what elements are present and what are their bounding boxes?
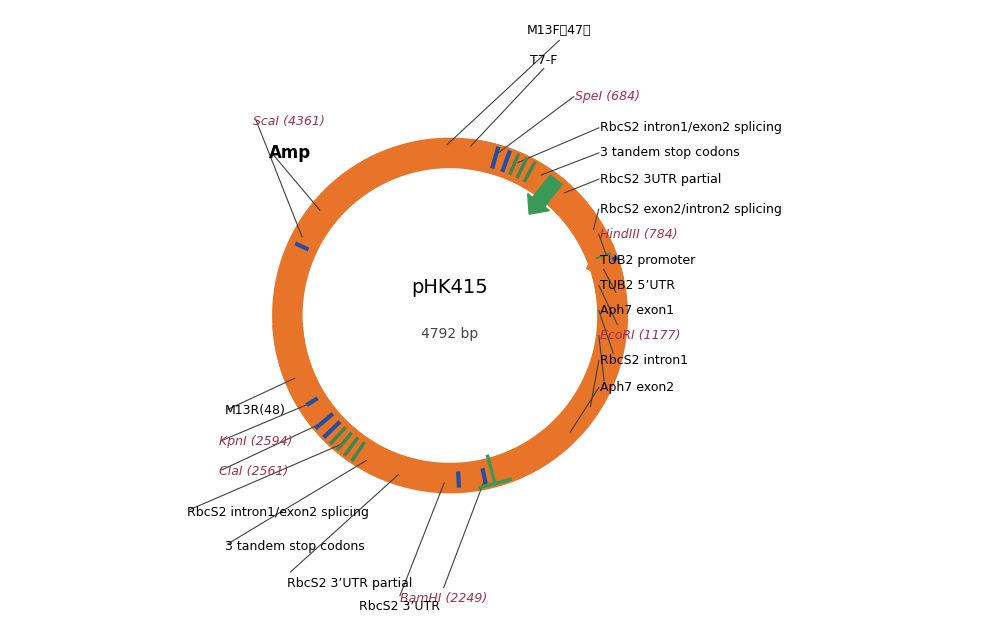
Text: Aph7 exon1: Aph7 exon1 (600, 304, 674, 317)
Text: TUB2 5’UTR: TUB2 5’UTR (600, 279, 675, 292)
Text: M13R(48): M13R(48) (225, 404, 286, 417)
Text: 3 tandem stop codons: 3 tandem stop codons (225, 540, 365, 553)
Text: M13F（47）: M13F（47） (527, 24, 592, 37)
Text: ScaI (4361): ScaI (4361) (253, 115, 325, 128)
Text: SpeI (684): SpeI (684) (575, 90, 640, 103)
Text: KpnI (2594): KpnI (2594) (219, 435, 292, 449)
Text: RbcS2 3’UTR partial: RbcS2 3’UTR partial (287, 577, 413, 590)
Text: RbcS2 3UTR partial: RbcS2 3UTR partial (600, 173, 721, 186)
Text: Aph7 exon2: Aph7 exon2 (600, 381, 674, 394)
Polygon shape (587, 255, 613, 274)
Text: HindIII (784): HindIII (784) (600, 228, 678, 240)
Text: Amp: Amp (269, 144, 311, 162)
Text: pHK415: pHK415 (412, 278, 488, 297)
Text: BamHI (2249): BamHI (2249) (400, 592, 487, 605)
Text: EcoRI (1177): EcoRI (1177) (600, 329, 681, 342)
Text: ClaI (2561): ClaI (2561) (219, 465, 288, 478)
Text: RbcS2 exon2/intron2 splicing: RbcS2 exon2/intron2 splicing (600, 203, 782, 216)
Polygon shape (528, 175, 562, 214)
Text: RbcS2 intron1/exon2 splicing: RbcS2 intron1/exon2 splicing (187, 506, 369, 519)
Text: RbcS2 intron1/exon2 splicing: RbcS2 intron1/exon2 splicing (600, 121, 782, 134)
Text: RbcS2 intron1: RbcS2 intron1 (600, 354, 688, 367)
Text: TUB2 promoter: TUB2 promoter (600, 254, 695, 267)
Text: 4792 bp: 4792 bp (421, 327, 479, 341)
Text: RbcS2 3’UTR: RbcS2 3’UTR (359, 600, 440, 613)
Text: 3 tandem stop codons: 3 tandem stop codons (600, 146, 740, 160)
Text: T7-F: T7-F (530, 54, 557, 67)
